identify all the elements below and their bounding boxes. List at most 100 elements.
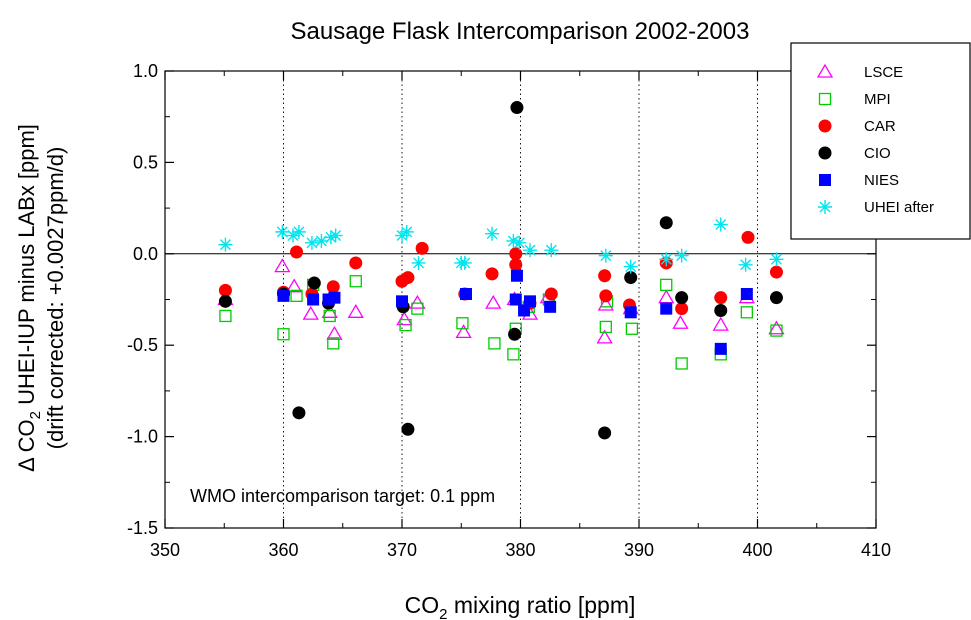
y-axis-label-line2: (drift corrected: +0.0027ppm/d) <box>43 147 68 450</box>
x-tick-label: 400 <box>742 540 772 560</box>
plot-area <box>164 70 877 529</box>
data-point-car <box>741 230 755 244</box>
data-point-lsce <box>274 258 291 273</box>
data-point-cio <box>675 291 689 305</box>
legend-item-car: CAR <box>818 118 896 135</box>
data-point-uhei-after <box>659 252 674 267</box>
legend-label-nies: NIES <box>864 172 899 189</box>
data-point-car <box>509 258 523 272</box>
data-point-uhei-after <box>411 255 426 270</box>
data-point-lsce <box>712 316 729 331</box>
x-tick-label: 380 <box>505 540 535 560</box>
data-point-uhei-after <box>522 243 537 258</box>
data-point-nies <box>328 291 341 304</box>
legend-label-cio: CIO <box>864 145 891 162</box>
data-point-mpi <box>349 275 362 288</box>
legend-item-mpi: MPI <box>818 91 891 108</box>
data-point-mpi <box>327 337 340 350</box>
data-point-nies <box>307 293 320 306</box>
data-point-car <box>714 291 728 305</box>
series-mpi <box>219 275 783 370</box>
data-point-uhei-after <box>399 224 414 239</box>
data-point-mpi <box>277 328 290 341</box>
data-point-mpi <box>456 317 469 330</box>
data-point-uhei-after <box>674 248 689 263</box>
legend-marker-mpi <box>818 92 832 106</box>
legend-item-lsce: LSCE <box>816 63 903 81</box>
data-point-uhei-after <box>291 224 306 239</box>
data-point-uhei-after <box>304 235 319 250</box>
data-point-car <box>598 269 612 283</box>
data-point-uhei-after <box>275 224 290 239</box>
data-point-car <box>349 256 363 270</box>
data-point-car <box>769 265 783 279</box>
data-point-mpi <box>675 357 688 370</box>
data-point-uhei-after <box>328 228 343 243</box>
legend: LSCE MPI CAR CIO NIES UHEI after <box>790 42 971 240</box>
axis-ticks <box>164 70 877 529</box>
data-point-uhei-after <box>457 255 472 270</box>
data-point-mpi <box>770 324 783 337</box>
data-point-uhei-after <box>285 228 300 243</box>
legend-item-nies: NIES <box>819 172 899 189</box>
series-car <box>218 230 783 316</box>
data-point-cio <box>598 426 612 440</box>
data-point-nies <box>396 295 408 308</box>
data-point-cio <box>307 276 321 290</box>
legend-marker-nies <box>819 174 831 186</box>
data-point-uhei-after <box>314 234 329 249</box>
data-point-lsce <box>597 296 614 311</box>
data-point-uhei-after <box>623 259 638 274</box>
data-point-nies <box>523 295 536 308</box>
data-point-cio <box>218 294 232 308</box>
data-point-mpi <box>399 318 412 332</box>
data-point-lsce <box>768 320 785 335</box>
y-tick-label: -1.0 <box>127 427 158 447</box>
data-point-uhei-after <box>713 217 728 232</box>
series-nies <box>277 269 753 355</box>
data-point-mpi <box>625 322 639 335</box>
data-point-lsce <box>658 289 675 304</box>
data-point-mpi <box>488 337 501 350</box>
legend-marker-car <box>818 119 832 133</box>
data-point-lsce <box>485 294 502 309</box>
legend-label-mpi: MPI <box>864 91 891 108</box>
data-point-cio <box>714 303 728 317</box>
data-point-nies <box>624 306 637 319</box>
data-point-cio <box>659 216 673 230</box>
data-point-nies <box>509 293 522 306</box>
data-point-nies <box>277 289 290 302</box>
x-axis-label: CO2 mixing ratio [ppm] <box>405 592 636 620</box>
series-uhei-after <box>218 217 784 274</box>
legend-label-uhei-after: UHEI after <box>864 199 934 216</box>
x-tick-labels: 350 360 370 380 390 400 410 <box>150 540 891 560</box>
series-cio <box>218 101 783 440</box>
data-point-uhei-after <box>323 230 338 245</box>
data-point-uhei-after <box>395 228 409 243</box>
y-axis-label-line1: Δ CO2 UHEI-IUP minus LABx [ppm] <box>14 124 44 472</box>
data-point-nies <box>740 288 753 301</box>
data-point-nies <box>459 288 472 301</box>
data-point-mpi <box>740 306 753 319</box>
data-point-lsce <box>321 304 338 318</box>
data-point-uhei-after <box>598 248 613 263</box>
y-tick-labels: -1.5 -1.0 -0.5 0.0 0.5 1.0 <box>127 61 158 538</box>
legend-label-car: CAR <box>864 118 896 135</box>
data-point-car <box>485 267 499 281</box>
y-tick-label: 1.0 <box>133 61 158 81</box>
data-point-car <box>599 289 613 303</box>
data-point-nies <box>518 304 531 317</box>
data-point-uhei-after <box>512 235 527 250</box>
x-tick-label: 350 <box>150 540 180 560</box>
data-point-lsce <box>286 278 303 293</box>
x-tick-label: 410 <box>861 540 891 560</box>
legend-marker-lsce <box>816 63 834 78</box>
data-point-car <box>509 247 523 261</box>
data-point-uhei-after <box>485 226 500 241</box>
data-point-nies <box>544 300 557 313</box>
data-points <box>217 101 785 440</box>
x-tick-label: 370 <box>387 540 417 560</box>
data-point-lsce <box>409 294 426 309</box>
data-point-uhei-after <box>218 237 233 252</box>
